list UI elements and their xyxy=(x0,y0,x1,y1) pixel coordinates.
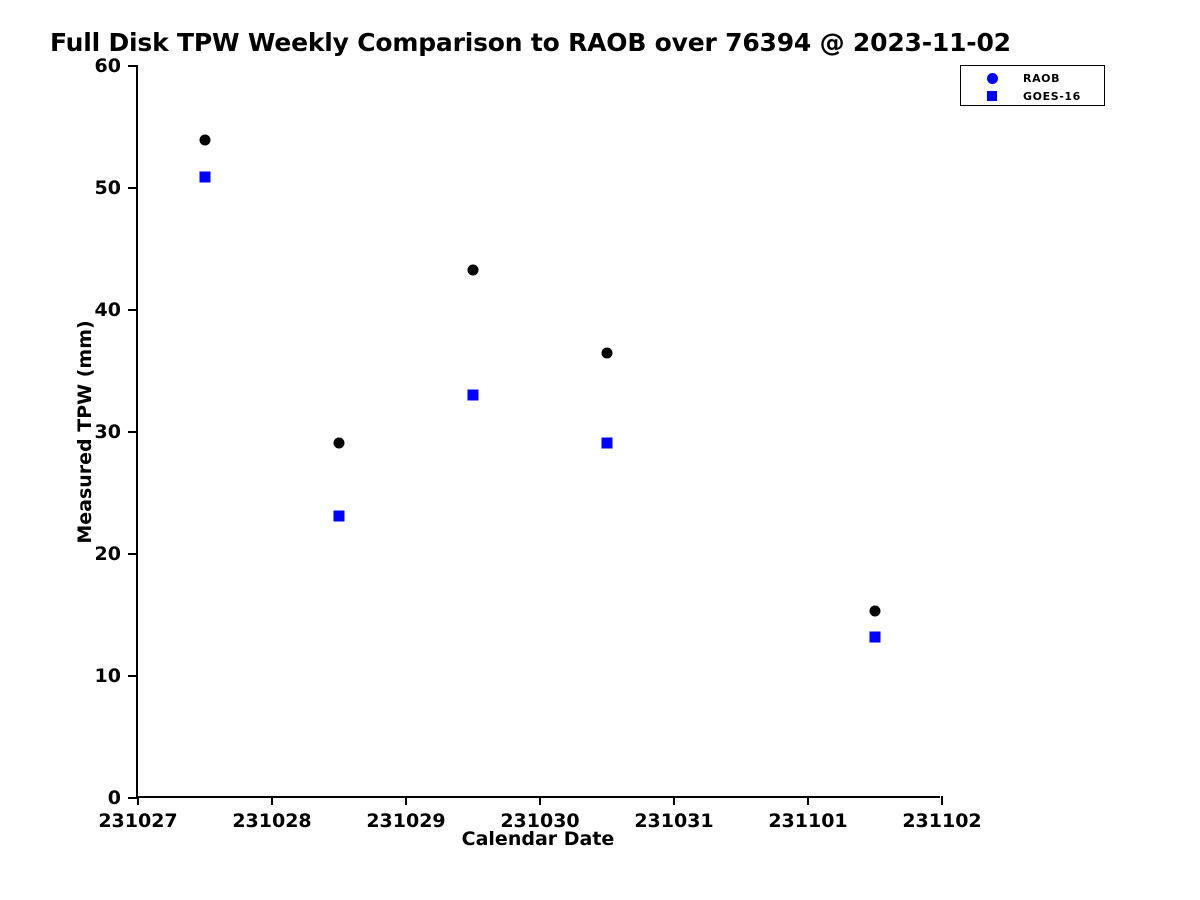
y-tick-label: 40 xyxy=(94,299,121,321)
data-point xyxy=(333,437,345,449)
y-tick-label: 0 xyxy=(107,787,121,809)
x-tick-mark xyxy=(941,796,943,805)
legend-circle-icon xyxy=(986,72,998,84)
x-tick-label: 231031 xyxy=(634,810,714,832)
x-tick-mark xyxy=(673,796,675,805)
y-tick-label: 60 xyxy=(94,55,121,77)
data-point xyxy=(467,264,479,276)
data-point xyxy=(601,347,613,359)
x-tick-mark xyxy=(271,796,273,805)
page-title: Full Disk TPW Weekly Comparison to RAOB … xyxy=(50,28,1011,57)
x-tick-label: 231101 xyxy=(768,810,848,832)
data-point xyxy=(869,605,881,617)
legend-item: GOES-16 xyxy=(961,87,1104,105)
legend-square-icon xyxy=(987,91,997,101)
data-point xyxy=(199,134,211,146)
data-point xyxy=(869,631,881,643)
y-tick-label: 30 xyxy=(94,421,121,443)
x-tick-label: 231102 xyxy=(902,810,982,832)
y-tick-label: 50 xyxy=(94,177,121,199)
x-tick-mark xyxy=(539,796,541,805)
x-axis-label: Calendar Date xyxy=(461,828,615,850)
x-tick-mark xyxy=(405,796,407,805)
y-tick-label: 10 xyxy=(94,665,121,687)
legend-swatch-cell xyxy=(961,91,1023,101)
y-tick-mark xyxy=(128,309,138,311)
data-point xyxy=(601,437,613,449)
y-tick-label: 20 xyxy=(94,543,121,565)
data-point xyxy=(199,171,211,183)
x-tick-label: 231027 xyxy=(98,810,178,832)
y-tick-mark xyxy=(128,797,138,799)
y-tick-mark xyxy=(128,553,138,555)
y-tick-mark xyxy=(128,431,138,433)
legend-label: RAOB xyxy=(1023,71,1061,85)
data-point xyxy=(333,510,345,522)
legend: RAOB GOES-16 xyxy=(960,65,1105,106)
x-tick-label: 231029 xyxy=(366,810,446,832)
y-tick-mark xyxy=(128,675,138,677)
legend-swatch-cell xyxy=(961,72,1023,84)
y-axis-label: Measured TPW (mm) xyxy=(74,320,96,544)
x-tick-label: 231030 xyxy=(500,810,580,832)
x-tick-label: 231028 xyxy=(232,810,312,832)
x-tick-mark xyxy=(137,796,139,805)
legend-item: RAOB xyxy=(961,69,1104,87)
plot-area: 0 10 20 30 40 50 60 231027 231028 231029 231030 23… xyxy=(95,55,982,832)
data-points-layer xyxy=(138,66,940,796)
data-point xyxy=(467,389,479,401)
y-tick-mark xyxy=(128,65,138,67)
legend-label: GOES-16 xyxy=(1023,89,1081,103)
x-tick-mark xyxy=(807,796,809,805)
y-tick-mark xyxy=(128,187,138,189)
